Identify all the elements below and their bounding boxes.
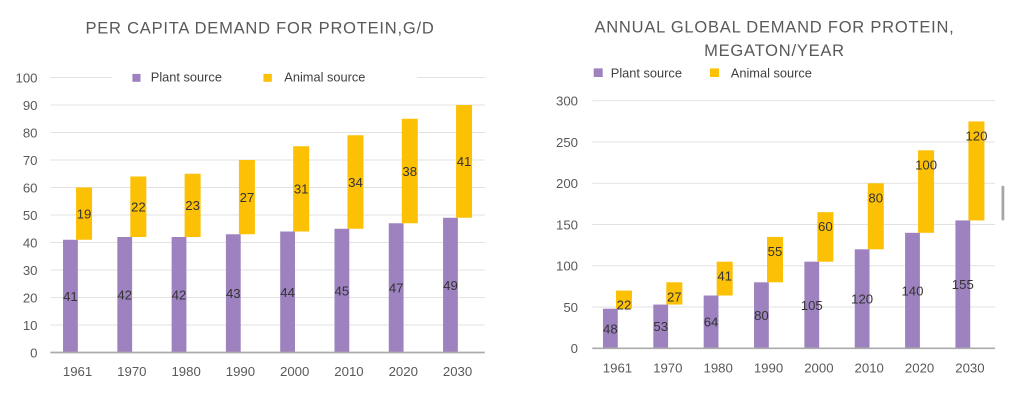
svg-text:60: 60 xyxy=(818,219,833,234)
svg-text:ANNUAL GLOBAL DEMAND FOR PROTE: ANNUAL GLOBAL DEMAND FOR PROTEIN, xyxy=(594,18,954,36)
svg-text:44: 44 xyxy=(280,285,295,300)
svg-text:19: 19 xyxy=(77,206,92,221)
svg-text:50: 50 xyxy=(563,300,578,315)
svg-text:41: 41 xyxy=(717,269,732,284)
svg-text:43: 43 xyxy=(226,286,241,301)
svg-text:22: 22 xyxy=(617,298,632,313)
svg-text:47: 47 xyxy=(389,281,404,296)
svg-text:1980: 1980 xyxy=(171,364,200,379)
svg-text:64: 64 xyxy=(704,315,719,330)
svg-text:100: 100 xyxy=(915,157,937,172)
svg-text:200: 200 xyxy=(556,176,578,191)
svg-text:38: 38 xyxy=(402,164,417,179)
svg-text:105: 105 xyxy=(801,298,823,313)
svg-text:PER CAPITA DEMAND FOR PROTEIN,: PER CAPITA DEMAND FOR PROTEIN,G/D xyxy=(85,20,434,38)
svg-text:2010: 2010 xyxy=(334,364,363,379)
svg-text:1990: 1990 xyxy=(754,360,783,375)
svg-text:2010: 2010 xyxy=(855,360,884,375)
svg-text:2020: 2020 xyxy=(389,364,418,379)
svg-text:0: 0 xyxy=(571,341,578,356)
svg-text:1961: 1961 xyxy=(603,360,632,375)
svg-text:53: 53 xyxy=(653,319,668,334)
svg-text:10: 10 xyxy=(23,318,38,333)
svg-text:120: 120 xyxy=(965,128,987,143)
svg-text:1980: 1980 xyxy=(703,360,732,375)
svg-text:23: 23 xyxy=(185,198,200,213)
svg-text:2030: 2030 xyxy=(955,360,984,375)
svg-text:41: 41 xyxy=(63,289,78,304)
svg-text:2020: 2020 xyxy=(905,360,934,375)
svg-text:80: 80 xyxy=(23,125,38,140)
svg-text:100: 100 xyxy=(15,70,37,85)
svg-text:1961: 1961 xyxy=(63,364,92,379)
svg-text:27: 27 xyxy=(240,190,255,205)
svg-text:49: 49 xyxy=(443,278,458,293)
svg-text:Animal source: Animal source xyxy=(284,70,365,85)
svg-text:48: 48 xyxy=(603,321,618,336)
svg-text:140: 140 xyxy=(901,283,923,298)
svg-text:42: 42 xyxy=(172,288,187,303)
svg-text:80: 80 xyxy=(754,308,769,323)
svg-text:30: 30 xyxy=(23,263,38,278)
svg-text:50: 50 xyxy=(23,208,38,223)
svg-text:22: 22 xyxy=(131,200,146,215)
svg-text:250: 250 xyxy=(556,135,578,150)
svg-text:2000: 2000 xyxy=(804,360,833,375)
svg-text:2000: 2000 xyxy=(280,364,309,379)
svg-text:0: 0 xyxy=(30,345,37,360)
svg-text:1970: 1970 xyxy=(117,364,146,379)
svg-text:45: 45 xyxy=(335,283,350,298)
svg-text:Animal source: Animal source xyxy=(731,66,812,81)
svg-text:120: 120 xyxy=(851,292,873,307)
svg-text:Plant source: Plant source xyxy=(151,70,222,85)
svg-text:41: 41 xyxy=(457,154,472,169)
svg-text:55: 55 xyxy=(768,244,783,259)
svg-text:150: 150 xyxy=(556,217,578,232)
svg-text:34: 34 xyxy=(348,175,363,190)
svg-text:90: 90 xyxy=(23,98,38,113)
svg-text:70: 70 xyxy=(23,153,38,168)
svg-text:42: 42 xyxy=(117,288,132,303)
svg-text:MEGATON/YEAR: MEGATON/YEAR xyxy=(704,42,845,60)
svg-text:155: 155 xyxy=(952,277,974,292)
svg-text:60: 60 xyxy=(23,180,38,195)
svg-text:Plant source: Plant source xyxy=(611,66,682,81)
svg-text:31: 31 xyxy=(294,182,309,197)
svg-text:80: 80 xyxy=(868,190,883,205)
svg-text:40: 40 xyxy=(23,235,38,250)
svg-text:20: 20 xyxy=(23,290,38,305)
svg-text:1970: 1970 xyxy=(653,360,682,375)
svg-text:1990: 1990 xyxy=(226,364,255,379)
svg-text:100: 100 xyxy=(556,259,578,274)
svg-text:27: 27 xyxy=(667,289,682,304)
svg-text:2030: 2030 xyxy=(443,364,472,379)
svg-text:300: 300 xyxy=(556,94,578,109)
